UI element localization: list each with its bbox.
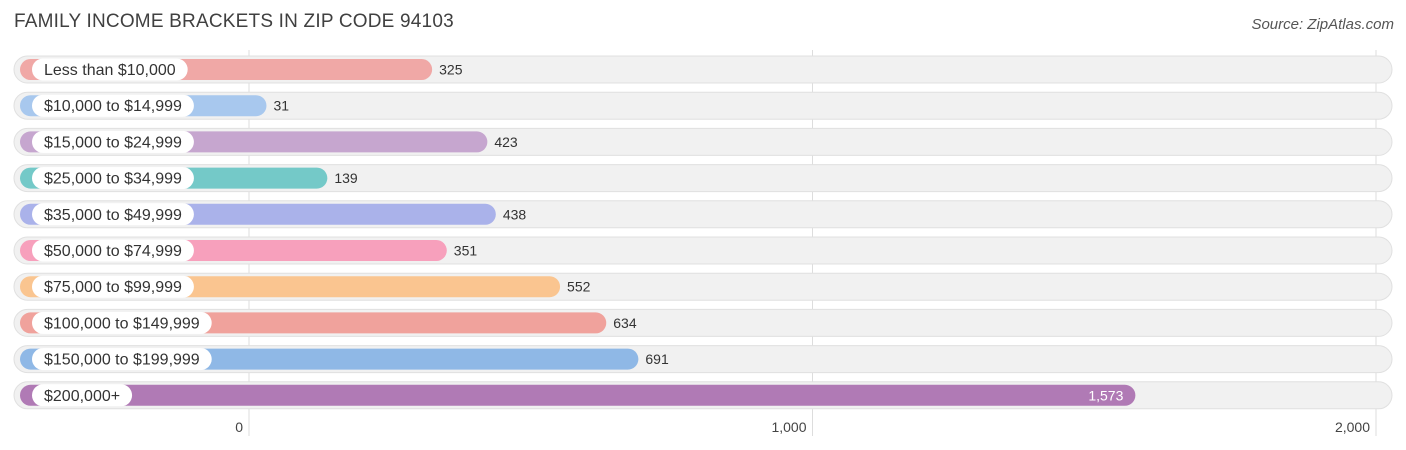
chart-title: FAMILY INCOME BRACKETS IN ZIP CODE 94103	[14, 11, 454, 32]
category-pill	[32, 58, 188, 81]
value-label: 351	[454, 243, 478, 259]
value-label: 139	[334, 170, 358, 186]
category-label: $200,000+	[44, 388, 120, 405]
bar-rows: Less than $10,000 325 $10,000 to $14,999 31…	[13, 55, 1393, 410]
x-tick-label: 1,000	[771, 419, 806, 435]
category-label: $35,000 to $49,999	[44, 207, 182, 224]
value-label: 31	[273, 98, 289, 114]
category-label: $50,000 to $74,999	[44, 243, 182, 260]
x-axis-ticks: 0 1,000 2,000	[235, 419, 1370, 435]
category-label: $150,000 to $199,999	[44, 352, 200, 369]
value-label: 552	[567, 279, 591, 295]
x-tick-label: 0	[235, 419, 243, 435]
category-label: $25,000 to $34,999	[44, 171, 182, 188]
value-label: 423	[494, 134, 518, 150]
value-label: 1,573	[1088, 387, 1123, 403]
row-track	[13, 164, 1393, 193]
category-label: $15,000 to $24,999	[44, 134, 182, 151]
source-label: Source: ZipAtlas.com	[1251, 16, 1394, 33]
category-pill	[32, 311, 212, 334]
value-label: 438	[503, 206, 527, 222]
row-track	[13, 91, 1393, 120]
category-pill	[32, 239, 194, 262]
category-label: $100,000 to $149,999	[44, 315, 200, 332]
bar	[20, 384, 1136, 406]
category-pill	[32, 130, 194, 153]
category-pill	[32, 348, 212, 371]
x-tick-label: 2,000	[1335, 419, 1370, 435]
category-pill	[32, 203, 194, 226]
category-pill	[32, 275, 194, 298]
category-label: $10,000 to $14,999	[44, 98, 182, 115]
category-pill	[32, 167, 194, 190]
value-label: 634	[613, 315, 637, 331]
value-label: 691	[645, 351, 669, 367]
value-label: 325	[439, 62, 463, 78]
category-pill	[32, 94, 194, 117]
category-label: $75,000 to $99,999	[44, 279, 182, 296]
category-label: Less than $10,000	[44, 62, 176, 79]
category-pill	[32, 384, 133, 407]
